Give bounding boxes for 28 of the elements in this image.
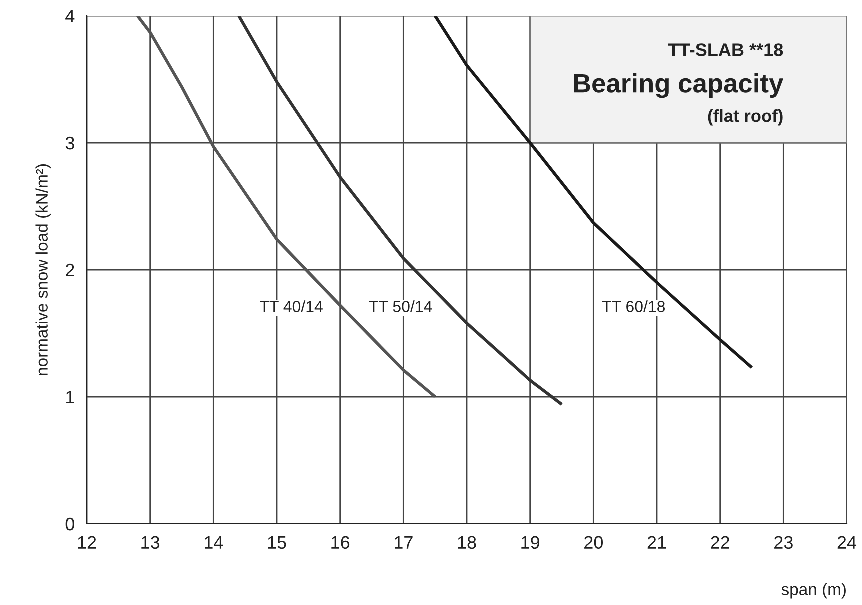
y-tick-label: 4	[66, 10, 75, 23]
x-tick-label: 19	[522, 536, 540, 550]
series-label: TT 40/14	[260, 300, 323, 312]
y-tick-label: 3	[66, 136, 74, 150]
x-tick-label: 14	[205, 536, 224, 549]
x-tick-label: 17	[395, 536, 413, 549]
x-tick-label: 21	[648, 536, 666, 549]
line-series	[136, 16, 437, 399]
y-axis-title: normative snow load (kN/m²)	[36, 164, 52, 376]
series-label: TT 60/18	[602, 300, 666, 312]
line-series	[237, 16, 564, 406]
annotation: (flat roof)	[708, 110, 783, 126]
x-tick-label: 24	[838, 536, 857, 549]
y-tick-label: 0	[66, 518, 74, 531]
x-tick-label: 23	[774, 536, 793, 550]
y-tick-label: 2	[66, 264, 74, 277]
x-tick-label: 22	[711, 536, 730, 549]
x-tick-label: 13	[142, 536, 160, 550]
x-tick-label: 20	[584, 536, 604, 550]
y-tick-label: 1	[66, 391, 74, 404]
series-label: TT 50/14	[369, 300, 432, 312]
x-axis-title: span (m)	[782, 583, 846, 599]
text: Bearing capacity	[574, 73, 784, 98]
text: TT-SLAB **18	[668, 44, 784, 56]
x-tick-label: 15	[268, 536, 286, 550]
x-tick-label: 12	[78, 536, 96, 549]
x-tick-label: 18	[458, 536, 476, 550]
x-tick-label: 16	[332, 536, 350, 550]
